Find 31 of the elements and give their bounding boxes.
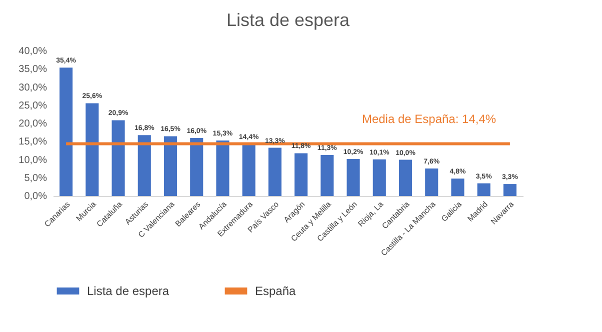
- bar: [294, 153, 308, 196]
- y-tick-label: 20,0%: [18, 118, 48, 130]
- y-tick-label: 10,0%: [18, 154, 48, 166]
- bar: [216, 140, 230, 196]
- y-tick-label: 40,0%: [18, 46, 48, 57]
- bar: [346, 159, 360, 196]
- bar: [164, 136, 178, 196]
- chart-title: Lista de espera: [226, 10, 351, 30]
- bar: [60, 68, 73, 196]
- legend-label: España: [255, 284, 296, 298]
- annotation: Media de España: 14,4%: [362, 112, 496, 126]
- bar: [112, 120, 125, 196]
- bar: [138, 135, 151, 196]
- y-tick-label: 5,0%: [24, 172, 48, 184]
- bar: [398, 160, 412, 196]
- bar: [451, 178, 464, 196]
- bar: [242, 144, 256, 196]
- legend-label: Lista de espera: [87, 284, 170, 298]
- bar: [190, 138, 204, 196]
- bar: [503, 184, 516, 196]
- bar: [477, 183, 490, 196]
- y-tick-label: 35,0%: [18, 64, 48, 76]
- bar: [372, 159, 386, 196]
- y-tick-label: 25,0%: [18, 100, 48, 112]
- y-tick-label: 0,0%: [24, 191, 48, 202]
- bar: [425, 168, 438, 196]
- bar: [86, 103, 99, 196]
- bar: [320, 155, 334, 196]
- bar: [268, 148, 282, 196]
- y-tick-label: 30,0%: [18, 82, 48, 94]
- y-tick-label: 15,0%: [18, 136, 48, 148]
